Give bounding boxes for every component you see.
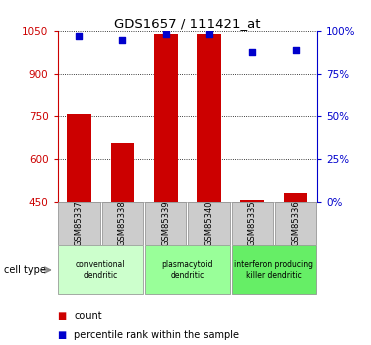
FancyBboxPatch shape (145, 245, 230, 295)
FancyBboxPatch shape (58, 245, 143, 295)
FancyBboxPatch shape (232, 245, 316, 295)
Text: GSM85338: GSM85338 (118, 200, 127, 246)
Text: GSM85339: GSM85339 (161, 200, 170, 246)
Text: plasmacytoid
dendritic: plasmacytoid dendritic (162, 260, 213, 280)
FancyBboxPatch shape (275, 202, 316, 245)
Text: GSM85336: GSM85336 (291, 200, 300, 246)
Text: GSM85337: GSM85337 (75, 200, 83, 246)
Point (76, 33, 82, 39)
Text: ■: ■ (58, 311, 67, 321)
Text: GSM85335: GSM85335 (248, 200, 257, 246)
FancyBboxPatch shape (58, 202, 100, 245)
Text: conventional
dendritic: conventional dendritic (76, 260, 125, 280)
Bar (111, 144, 134, 202)
Text: ■: ■ (58, 330, 67, 339)
Text: percentile rank within the sample: percentile rank within the sample (74, 330, 239, 339)
Point (163, 32, 169, 37)
FancyBboxPatch shape (145, 202, 187, 245)
Point (293, 47, 299, 52)
Bar (284, 193, 308, 202)
Bar (240, 200, 264, 202)
FancyBboxPatch shape (232, 202, 273, 245)
Title: GDS1657 / 111421_at: GDS1657 / 111421_at (114, 17, 260, 30)
FancyBboxPatch shape (188, 202, 230, 245)
Bar (197, 34, 221, 202)
FancyBboxPatch shape (102, 202, 143, 245)
Point (206, 32, 212, 37)
Point (249, 49, 255, 54)
Text: interferon producing
killer dendritic: interferon producing killer dendritic (234, 260, 313, 280)
Point (119, 37, 125, 42)
Bar (67, 115, 91, 202)
Text: GSM85340: GSM85340 (204, 201, 213, 246)
Text: count: count (74, 311, 102, 321)
Bar (154, 34, 178, 202)
Text: cell type: cell type (4, 265, 46, 275)
